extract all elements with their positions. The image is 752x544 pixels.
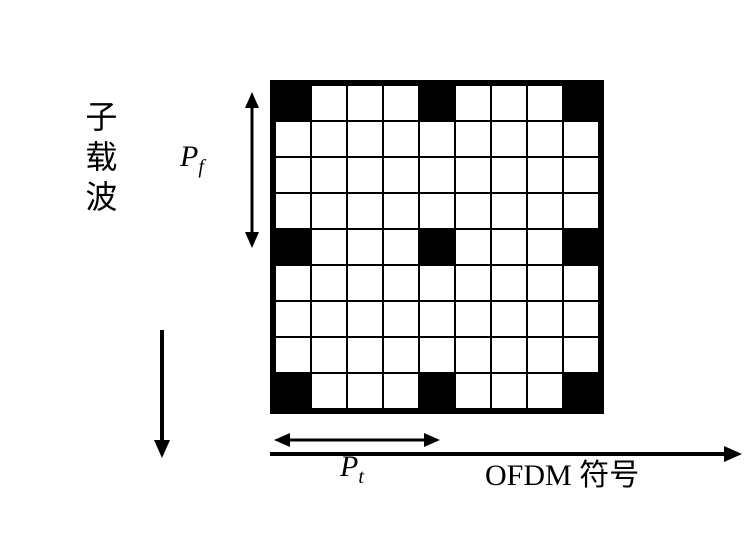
data-cell (527, 121, 563, 157)
pilot-cell (275, 373, 311, 409)
data-cell (311, 157, 347, 193)
data-cell (311, 265, 347, 301)
data-cell (311, 193, 347, 229)
pilot-cell (563, 229, 599, 265)
data-cell (491, 301, 527, 337)
data-cell (311, 85, 347, 121)
grid-table (274, 84, 600, 410)
data-cell (563, 301, 599, 337)
data-cell (419, 301, 455, 337)
data-cell (275, 157, 311, 193)
pf-span-arrow-icon (240, 90, 270, 250)
data-cell (275, 301, 311, 337)
data-cell (383, 301, 419, 337)
data-cell (347, 301, 383, 337)
data-cell (347, 157, 383, 193)
data-cell (527, 229, 563, 265)
data-cell (311, 121, 347, 157)
data-cell (383, 85, 419, 121)
data-cell (527, 337, 563, 373)
data-cell (383, 157, 419, 193)
data-cell (455, 229, 491, 265)
data-cell (383, 229, 419, 265)
data-cell (491, 373, 527, 409)
data-cell (491, 229, 527, 265)
pilot-cell (563, 373, 599, 409)
data-cell (563, 265, 599, 301)
data-cell (347, 337, 383, 373)
data-cell (455, 157, 491, 193)
data-cell (527, 265, 563, 301)
data-cell (347, 265, 383, 301)
data-cell (383, 265, 419, 301)
pilot-grid (270, 80, 604, 414)
data-cell (383, 337, 419, 373)
data-cell (419, 157, 455, 193)
data-cell (455, 85, 491, 121)
data-cell (311, 373, 347, 409)
data-cell (491, 121, 527, 157)
data-cell (311, 301, 347, 337)
data-cell (347, 121, 383, 157)
data-cell (563, 157, 599, 193)
data-cell (491, 265, 527, 301)
data-cell (491, 85, 527, 121)
data-cell (311, 337, 347, 373)
y-axis-arrow-icon (150, 330, 180, 460)
y-axis-label: 子载波 (80, 100, 118, 220)
data-cell (383, 193, 419, 229)
diagram-container: 子载波 Pf Pt OFDM 符号 (60, 40, 700, 500)
data-cell (419, 265, 455, 301)
data-cell (347, 85, 383, 121)
data-cell (311, 229, 347, 265)
data-cell (419, 337, 455, 373)
data-cell (491, 157, 527, 193)
data-cell (455, 193, 491, 229)
data-cell (455, 121, 491, 157)
data-cell (563, 121, 599, 157)
data-cell (455, 373, 491, 409)
data-cell (419, 121, 455, 157)
pf-base: P (180, 140, 198, 173)
data-cell (527, 193, 563, 229)
data-cell (527, 157, 563, 193)
pilot-cell (419, 229, 455, 265)
data-cell (275, 337, 311, 373)
pilot-cell (419, 85, 455, 121)
data-cell (419, 193, 455, 229)
data-cell (491, 337, 527, 373)
pf-label: Pf (180, 140, 204, 179)
pilot-cell (419, 373, 455, 409)
pilot-cell (563, 85, 599, 121)
pilot-cell (275, 229, 311, 265)
data-cell (563, 337, 599, 373)
data-cell (455, 301, 491, 337)
data-cell (347, 373, 383, 409)
data-cell (383, 121, 419, 157)
data-cell (563, 193, 599, 229)
data-cell (275, 265, 311, 301)
data-cell (527, 373, 563, 409)
data-cell (347, 193, 383, 229)
data-cell (275, 121, 311, 157)
data-cell (527, 301, 563, 337)
data-cell (455, 265, 491, 301)
data-cell (347, 229, 383, 265)
x-axis-arrow-icon (270, 442, 745, 472)
pilot-cell (275, 85, 311, 121)
data-cell (491, 193, 527, 229)
data-cell (275, 193, 311, 229)
data-cell (455, 337, 491, 373)
pf-sub: f (198, 156, 204, 178)
data-cell (383, 373, 419, 409)
data-cell (527, 85, 563, 121)
